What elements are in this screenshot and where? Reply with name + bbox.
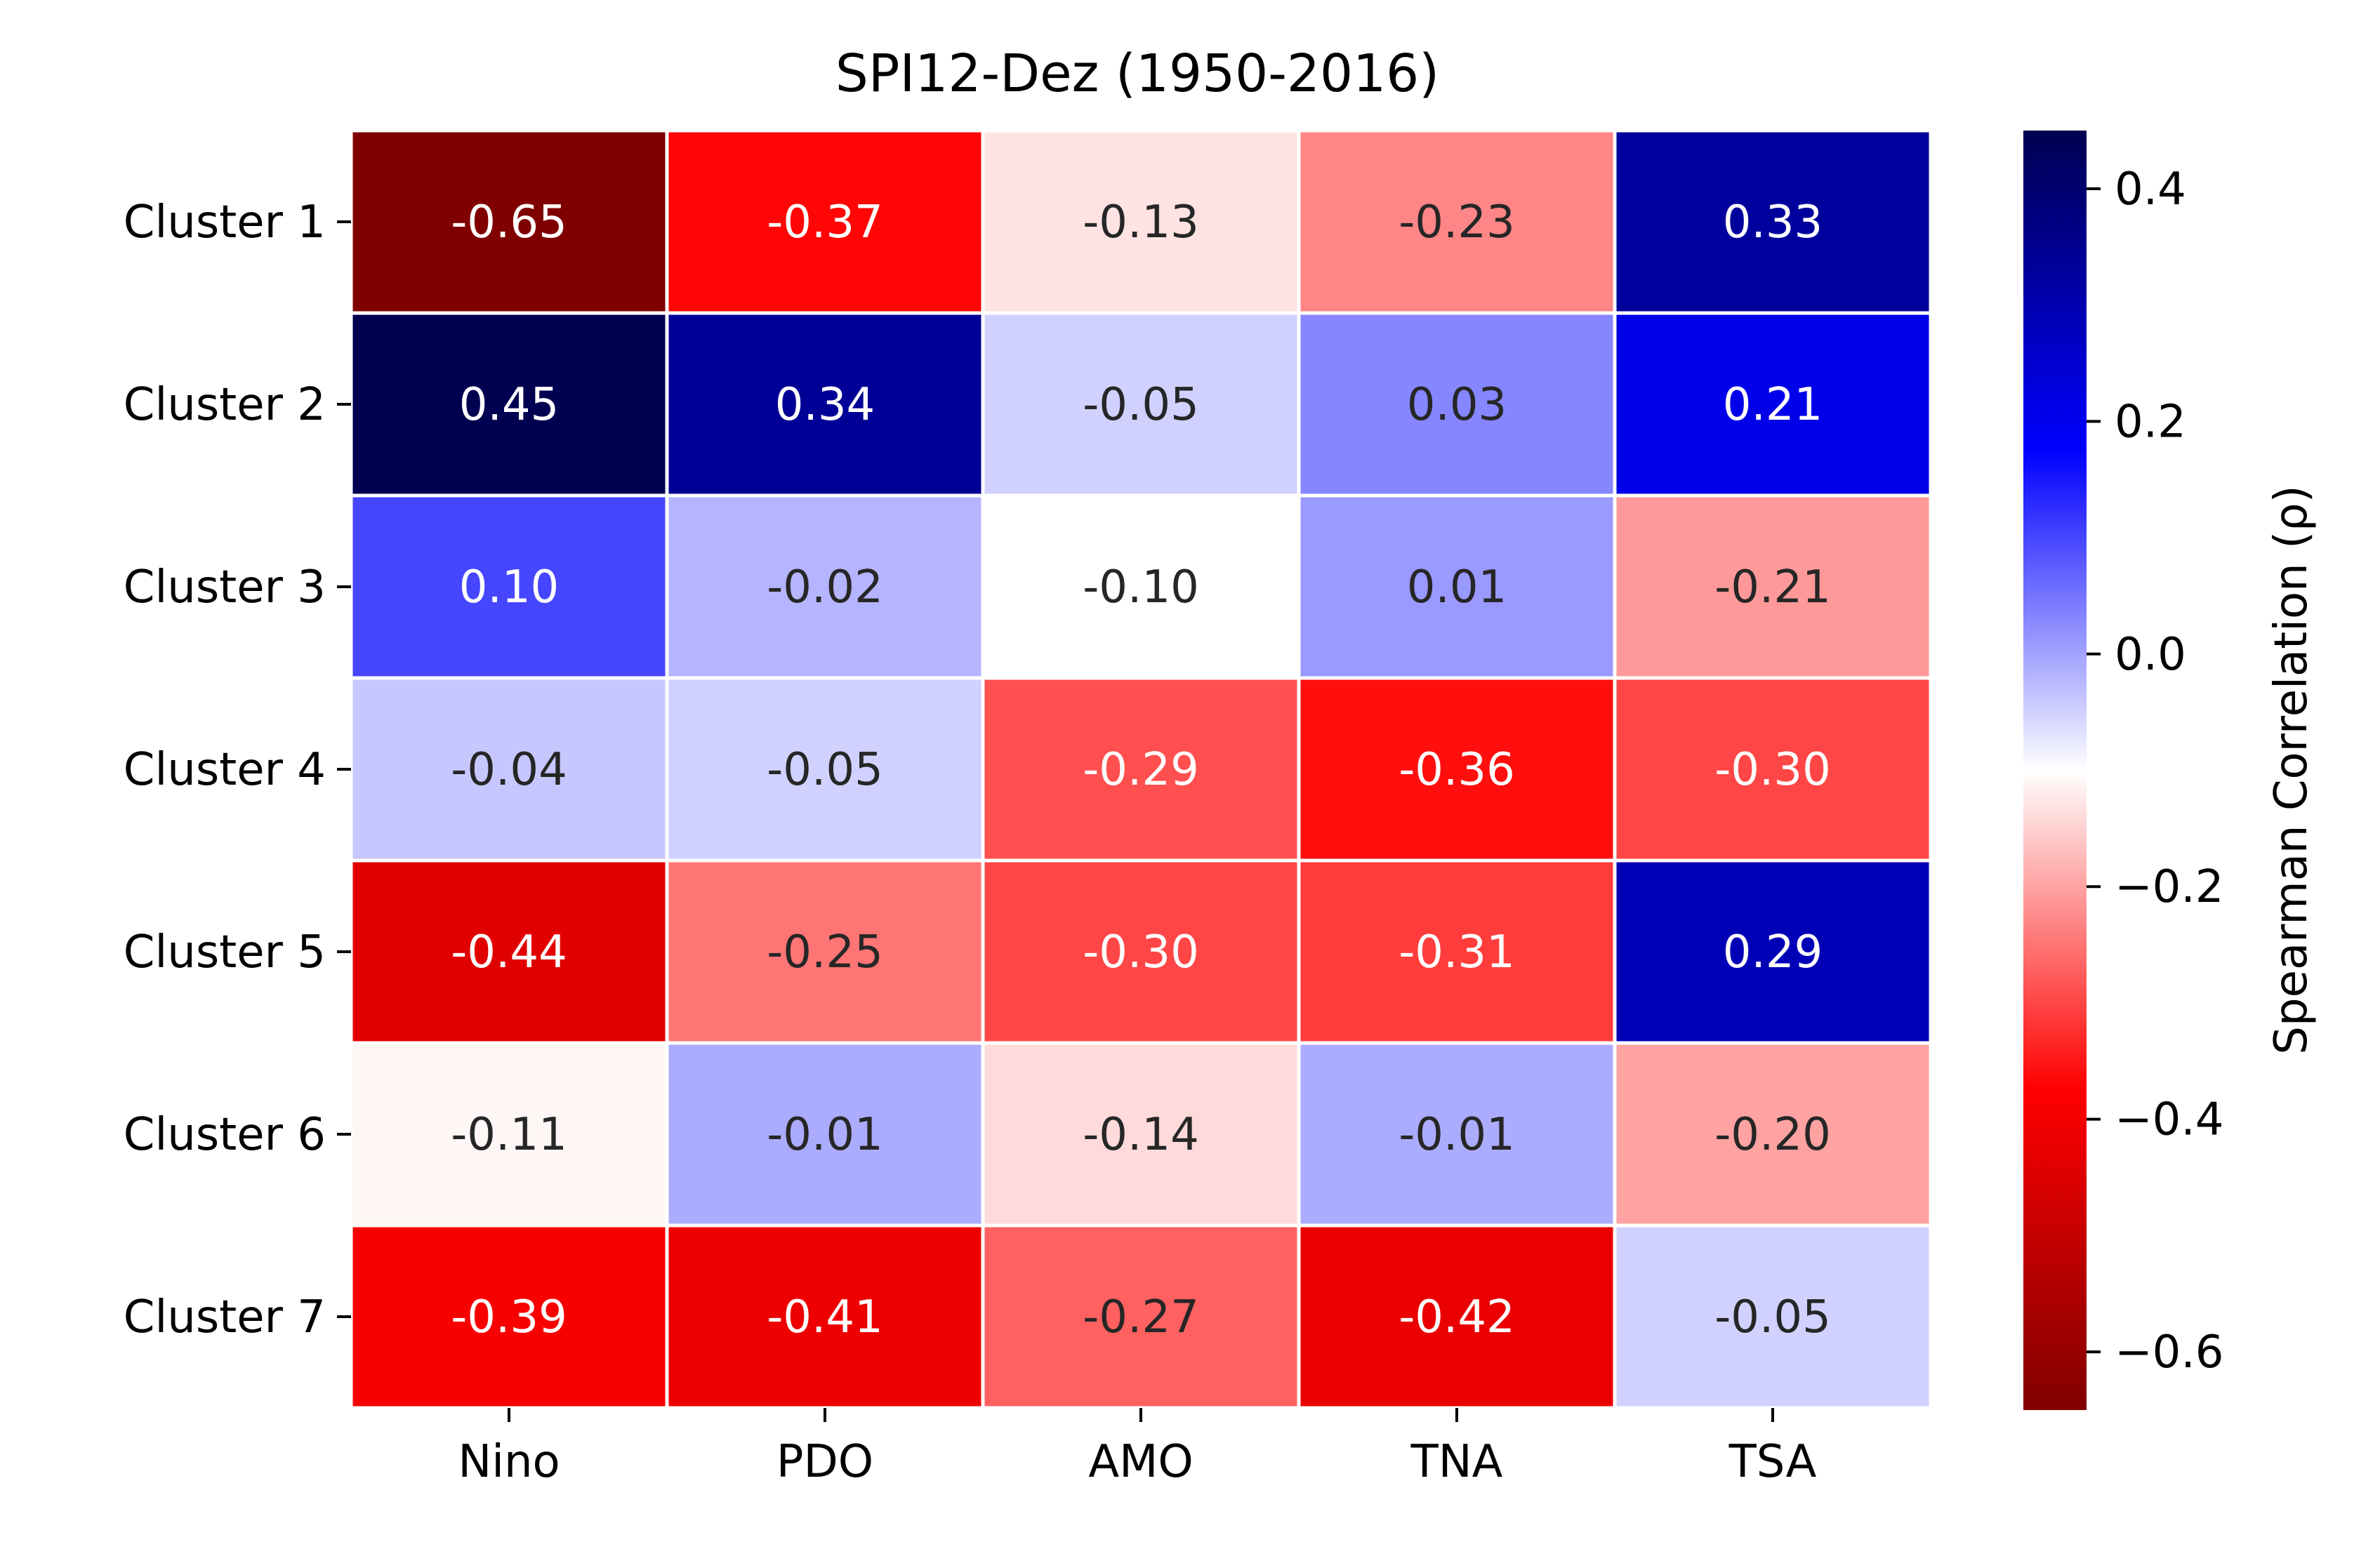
colorbar: 0.4 0.2 0.0 −0.2 −0.4 −0.6 Spearman Correlati…: [2023, 131, 2318, 1410]
colorbar-ticks: 0.4 0.2 0.0 −0.2 −0.4 −0.6: [2087, 164, 2223, 1378]
heatmap-cell: [981, 1041, 1301, 1228]
colorbar-tick-label: −0.6: [2115, 1327, 2223, 1378]
cell-value-label: 0.21: [1723, 379, 1823, 431]
heatmap-cell: [665, 493, 985, 680]
row-tick-label: Cluster 7: [124, 1291, 326, 1343]
row-tick-label: Cluster 2: [124, 379, 326, 431]
cell-value-label: -0.20: [1714, 1109, 1831, 1161]
heatmap-cell: [981, 676, 1301, 863]
cell-value-label: -0.29: [1083, 744, 1199, 796]
cell-value-label: -0.39: [451, 1291, 567, 1343]
column-tick-label: Nino: [458, 1436, 560, 1488]
heatmap-cell: [981, 128, 1301, 315]
cell-value-label: -0.42: [1399, 1291, 1515, 1343]
column-tick-label: PDO: [776, 1436, 873, 1488]
cell-value-label: -0.05: [1083, 379, 1199, 431]
cell-value-label: 0.34: [775, 379, 875, 431]
cell-value-label: -0.41: [767, 1291, 883, 1343]
cell-value-label: -0.23: [1399, 197, 1515, 248]
heatmap-cell: [1297, 493, 1617, 680]
heatmap-cell: [981, 858, 1301, 1045]
cell-value-label: -0.31: [1399, 926, 1515, 978]
cell-value-label: -0.01: [767, 1109, 883, 1161]
heatmap-cell: [1613, 493, 1933, 680]
column-tick-label: TNA: [1410, 1436, 1503, 1488]
column-tick-label: AMO: [1088, 1436, 1193, 1488]
cell-value-label: 0.03: [1407, 379, 1507, 431]
heatmap-cell: [349, 858, 669, 1045]
cell-value-label: -0.05: [767, 744, 883, 796]
row-tick-label: Cluster 5: [124, 926, 326, 978]
cell-value-label: -0.02: [767, 561, 883, 613]
cell-value-label: -0.21: [1714, 561, 1831, 613]
cell-value-label: -0.04: [451, 744, 567, 796]
heatmap-cell: [1613, 676, 1933, 863]
chart-title: SPI12-Dez (1950-2016): [835, 44, 1439, 104]
cell-value-label: 0.33: [1723, 197, 1823, 248]
heatmap-cell: [349, 128, 669, 315]
heatmap-cell: [665, 1041, 985, 1228]
cell-value-label: 0.01: [1407, 561, 1507, 613]
column-axis: Nino PDO AMO TNA TSA: [458, 1408, 1817, 1488]
row-tick-label: Cluster 6: [124, 1109, 326, 1161]
heatmap-cell: [665, 676, 985, 863]
cell-value-label: 0.10: [459, 561, 560, 613]
cell-value-label: -0.25: [767, 926, 883, 978]
row-tick-label: Cluster 3: [124, 561, 326, 613]
colorbar-tick-label: −0.2: [2115, 861, 2223, 913]
colorbar-tick-label: 0.0: [2115, 629, 2186, 681]
cell-value-label: -0.27: [1083, 1291, 1199, 1343]
heatmap-cell: [665, 128, 985, 315]
cell-value-label: -0.44: [451, 926, 567, 978]
cell-value-label: -0.65: [451, 197, 567, 248]
heatmap-cell: [1297, 1041, 1617, 1228]
column-tick-label: TSA: [1728, 1436, 1817, 1488]
colorbar-label: Spearman Correlation (ρ): [2266, 485, 2318, 1054]
cell-value-label: -0.14: [1083, 1109, 1199, 1161]
cell-value-label: -0.30: [1083, 926, 1199, 978]
heatmap-cells: -0.65 -0.37 -0.13 -0.23 0.33 0.45 0.34 -0.05 0.0…: [349, 128, 1933, 1410]
row-tick-label: Cluster 1: [124, 197, 326, 248]
cell-value-label: -0.01: [1399, 1109, 1515, 1161]
cell-value-label: -0.30: [1714, 744, 1831, 796]
cell-value-label: 0.29: [1723, 926, 1823, 978]
heatmap-cell: [1297, 676, 1617, 863]
cell-value-label: -0.11: [451, 1109, 567, 1161]
cell-value-label: -0.13: [1083, 197, 1199, 248]
heatmap-cell: [1613, 858, 1933, 1045]
colorbar-tick-label: 0.2: [2115, 396, 2186, 448]
cell-value-label: -0.36: [1399, 744, 1515, 796]
cell-value-label: -0.05: [1714, 1291, 1831, 1343]
row-axis: Cluster 1 Cluster 2 Cluster 3 Cluster 4 Clus…: [124, 197, 351, 1343]
colorbar-gradient: [2023, 131, 2087, 1410]
heatmap-cell: [1297, 128, 1617, 315]
heatmap-cell: [349, 1223, 669, 1410]
heatmap-cell: [665, 858, 985, 1045]
cell-value-label: -0.10: [1083, 561, 1199, 613]
cell-value-label: 0.45: [459, 379, 560, 431]
colorbar-tick-label: −0.4: [2115, 1094, 2223, 1146]
row-tick-label: Cluster 4: [124, 744, 326, 796]
heatmap-cell: [981, 311, 1301, 498]
colorbar-tick-label: 0.4: [2115, 164, 2186, 215]
cell-value-label: -0.37: [767, 197, 883, 248]
heatmap-cell: [1613, 1041, 1933, 1228]
heatmap-cell: [1613, 311, 1933, 498]
